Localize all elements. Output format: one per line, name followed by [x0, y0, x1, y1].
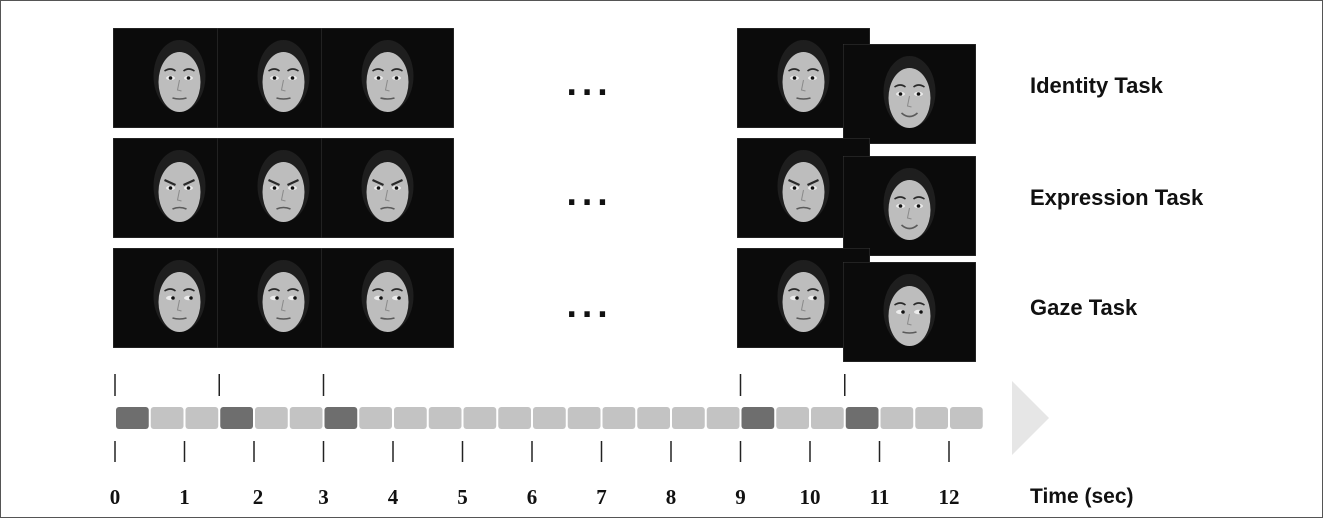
time-axis-label: Time (sec): [1030, 485, 1134, 508]
interval-block: [880, 407, 914, 429]
interval-block: [394, 407, 427, 429]
interval-block: [289, 407, 323, 429]
interval-block: [359, 407, 392, 429]
stimulus-block: [741, 407, 775, 429]
stimulus-block: [324, 407, 358, 429]
face-photo-row1-5: [843, 44, 976, 144]
task-label-expression: Expression Task: [1030, 185, 1204, 210]
task-label-identity: Identity Task: [1030, 73, 1163, 98]
task-label-gaze: Gaze Task: [1030, 295, 1138, 320]
ellipsis-expression: ...: [566, 178, 613, 213]
interval-block: [602, 407, 636, 429]
face-photo-row2-5: [843, 156, 976, 256]
tick-label-5: 5: [457, 485, 468, 509]
tick-label-11: 11: [869, 485, 890, 509]
onset-markers: [114, 374, 846, 396]
interval-block: [533, 407, 566, 429]
axis-ticks: [114, 441, 950, 462]
face-photo-row2-4: [737, 138, 870, 238]
stimulus-block: [116, 407, 149, 429]
tick-label-6: 6: [526, 485, 538, 509]
interval-block: [672, 407, 705, 429]
interval-block: [255, 407, 288, 429]
tick-label-1: 1: [179, 485, 190, 509]
tick-label-12: 12: [938, 485, 960, 509]
interval-block: [915, 407, 948, 429]
interval-block: [185, 407, 219, 429]
ellipsis-identity: ...: [566, 68, 613, 103]
tick-label-10: 10: [799, 485, 821, 509]
tick-label-7: 7: [596, 485, 607, 509]
stimulus-block: [845, 407, 879, 429]
timeline-segments: [116, 407, 983, 429]
tick-label-8: 8: [665, 485, 677, 509]
face-photo-row3-5: [843, 262, 976, 362]
interval-block: [150, 407, 184, 429]
tick-label-2: 2: [252, 485, 264, 509]
face-photo-row2-3: [321, 138, 454, 238]
interval-block: [706, 407, 740, 429]
interval-block: [776, 407, 809, 429]
tick-label-3: 3: [318, 485, 329, 509]
face-photo-row1-3: [321, 28, 454, 128]
interval-block: [428, 407, 462, 429]
interval-block: [950, 407, 983, 429]
interval-block: [637, 407, 670, 429]
face-photo-row3-3: [321, 248, 454, 348]
interval-block: [498, 407, 531, 429]
interval-block: [811, 407, 844, 429]
tick-label-4: 4: [387, 485, 399, 509]
stimulus-block: [220, 407, 253, 429]
tick-label-9: 9: [735, 485, 746, 509]
ellipsis-gaze: ...: [566, 290, 613, 325]
interval-block: [463, 407, 497, 429]
interval-block: [567, 407, 601, 429]
tick-label-0: 0: [109, 485, 121, 509]
timeline-arrow-head: [1012, 381, 1049, 455]
